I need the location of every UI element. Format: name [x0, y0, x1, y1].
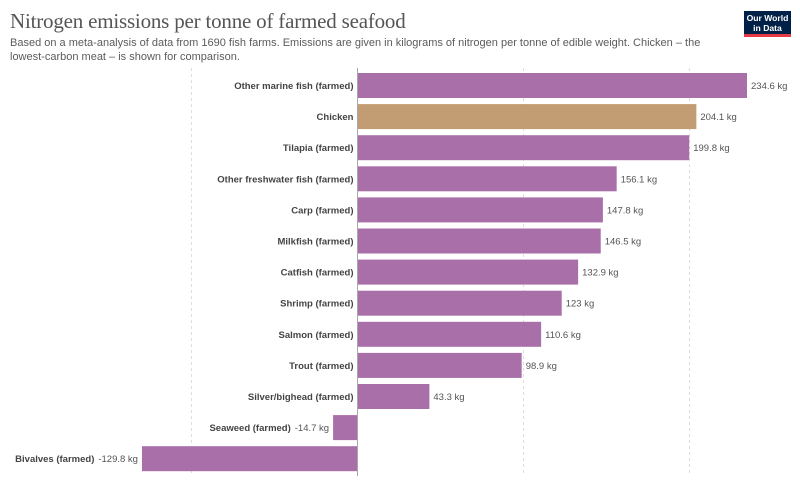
bar[interactable]: [357, 384, 430, 409]
category-label: Shrimp (farmed): [280, 299, 353, 310]
chart-title: Nitrogen emissions per tonne of farmed s…: [10, 9, 406, 33]
category-label: Bivalves (farmed): [15, 454, 94, 465]
chart-subtitle: Based on a meta-analysis of data from 16…: [10, 37, 701, 63]
bar[interactable]: [333, 415, 358, 441]
bar[interactable]: [141, 446, 358, 472]
value-label: 204.1 kg: [700, 112, 736, 123]
logo-line-1: Our World: [746, 13, 789, 23]
value-label: 199.8 kg: [693, 143, 729, 154]
category-label: Carp (farmed): [291, 205, 353, 216]
category-label: Seaweed (farmed): [209, 423, 290, 434]
category-label: Trout (farmed): [289, 361, 353, 372]
category-label: Salmon (farmed): [279, 330, 354, 341]
category-label: Catfish (farmed): [281, 268, 354, 279]
value-label: 156.1 kg: [621, 174, 657, 185]
category-label: Other freshwater fish (farmed): [217, 174, 353, 185]
category-label: Milkfish (farmed): [277, 237, 353, 248]
value-label: 123 kg: [566, 299, 595, 310]
logo-line-2: in Data: [753, 23, 782, 33]
bar[interactable]: [357, 166, 617, 192]
bar[interactable]: [357, 104, 697, 130]
bar[interactable]: [357, 197, 603, 223]
bar[interactable]: [357, 73, 748, 98]
value-label: 110.6 kg: [545, 330, 581, 341]
bar[interactable]: [357, 228, 601, 254]
category-label: Chicken: [317, 112, 354, 123]
value-label: -129.8 kg: [98, 454, 138, 465]
bar[interactable]: [357, 321, 542, 347]
value-label: 146.5 kg: [605, 237, 641, 248]
bar[interactable]: [357, 259, 579, 285]
bar[interactable]: [357, 352, 522, 378]
value-label: 43.3 kg: [433, 392, 464, 403]
value-label: 98.9 kg: [526, 361, 557, 372]
value-label: 234.6 kg: [751, 81, 787, 92]
value-label: 132.9 kg: [582, 268, 618, 279]
category-label: Tilapia (farmed): [283, 143, 354, 154]
category-label: Silver/bighead (farmed): [248, 392, 354, 403]
bar[interactable]: [357, 135, 690, 161]
value-label: 147.8 kg: [607, 205, 643, 216]
category-label: Other marine fish (farmed): [234, 81, 353, 92]
owid-logo[interactable]: Our World in Data: [744, 11, 791, 37]
value-label: -14.7 kg: [295, 423, 329, 434]
bar[interactable]: [357, 290, 562, 316]
